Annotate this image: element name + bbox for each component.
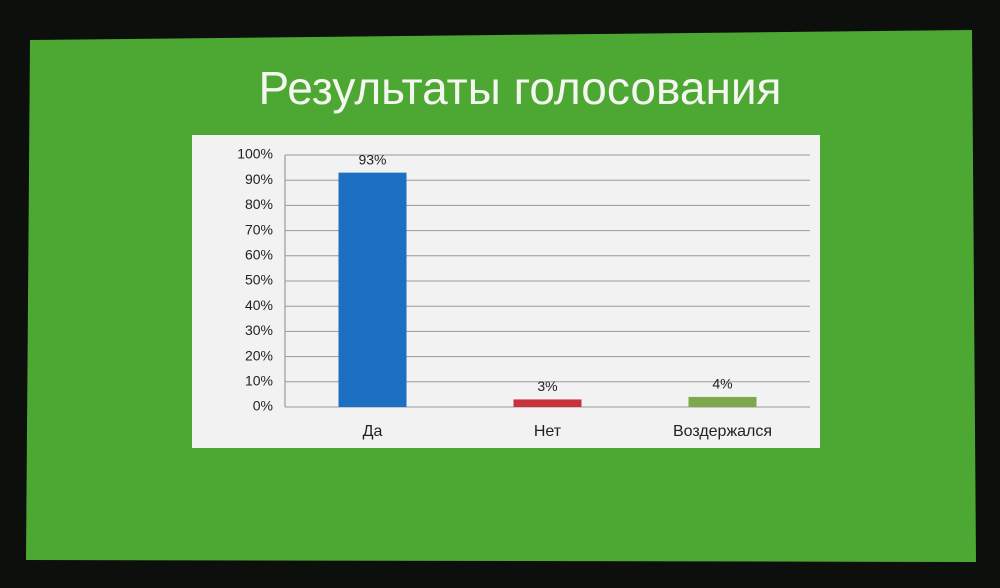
y-tick-label: 10%: [245, 373, 273, 389]
x-tick-label: Да: [363, 423, 383, 440]
chart-title: Результаты голосования: [259, 62, 782, 114]
y-tick-label: 100%: [237, 146, 273, 162]
bar: [338, 172, 407, 407]
y-tick-label: 60%: [245, 247, 273, 263]
y-tick-label: 50%: [245, 272, 273, 288]
y-tick-label: 80%: [245, 196, 273, 212]
y-tick-label: 0%: [253, 398, 273, 414]
value-label: 3%: [537, 378, 557, 394]
x-tick-label: Воздержался: [673, 423, 772, 440]
value-label: 4%: [712, 376, 732, 392]
y-tick-label: 20%: [245, 347, 273, 363]
bar: [513, 399, 582, 407]
bar: [688, 396, 757, 407]
x-tick-label: Нет: [534, 423, 562, 440]
chart-area: [192, 135, 820, 448]
y-tick-label: 90%: [245, 171, 273, 187]
y-tick-label: 70%: [245, 221, 273, 237]
value-label: 93%: [358, 151, 386, 167]
y-tick-label: 40%: [245, 297, 273, 313]
y-tick-label: 30%: [245, 322, 273, 338]
